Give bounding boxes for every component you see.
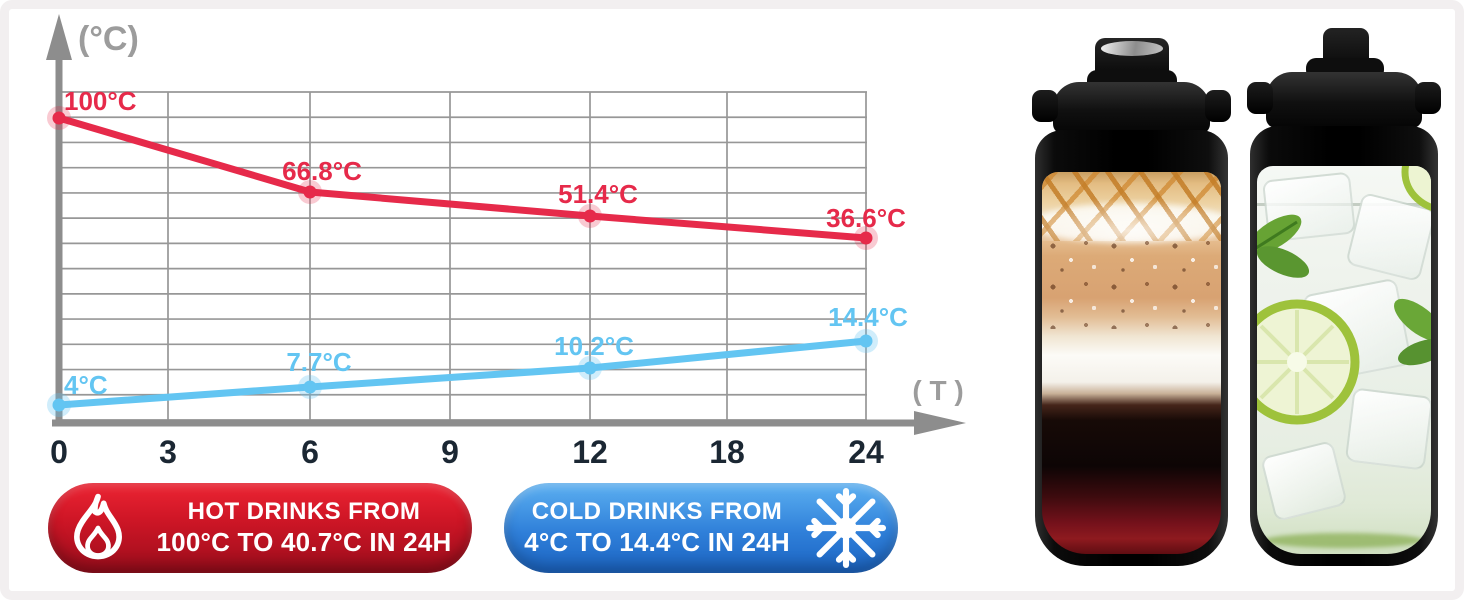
- data-point-label: 10.2°C: [554, 331, 634, 361]
- x-tick-label: 24: [848, 434, 884, 470]
- cap-handle-left: [1247, 82, 1273, 114]
- series-line: [55, 337, 870, 409]
- data-point: [859, 334, 873, 348]
- x-tick-label: 9: [441, 434, 459, 470]
- bottle-body: [1250, 126, 1438, 566]
- temperature-chart: (°C) ( T ) 0 3 6 9 12 18 24 100°C 66.8°C 51.4°C 36.6…: [46, 14, 966, 470]
- cold-badge-line2: 4°C TO 14.4°C IN 24H: [524, 526, 790, 557]
- x-axis-arrow: [914, 411, 966, 435]
- data-point: [303, 185, 317, 199]
- cap-handle-left: [1032, 90, 1058, 122]
- hot-badge-line2: 100°C TO 40.7°C IN 24H: [156, 526, 452, 557]
- bottle-cap: [1266, 72, 1422, 128]
- x-tick-label: 3: [159, 434, 177, 470]
- lime-wedge-icon: [1401, 166, 1431, 211]
- cold-badge-text: COLD DRINKS FROM 4°C TO 14.4°C IN 24H: [504, 498, 810, 558]
- series-line: [55, 114, 870, 242]
- data-point-label: 36.6°C: [826, 203, 906, 233]
- data-point-label: 7.7°C: [286, 347, 352, 377]
- hot-badge-line1: HOT DRINKS FROM: [187, 498, 421, 525]
- cap-handle-right: [1415, 82, 1441, 114]
- data-point: [583, 209, 597, 223]
- x-tick-label: 0: [50, 434, 68, 470]
- cold-drink-window: [1257, 166, 1431, 554]
- cold-badge-line1: COLD DRINKS FROM: [531, 498, 783, 525]
- cap-handle-right: [1205, 90, 1231, 122]
- temperature-chart-svg: (°C) ( T ) 0 3 6 9 12 18 24 100°C 66.8°C 51.4°C 36.6…: [46, 14, 966, 470]
- cold-drinks-badge: COLD DRINKS FROM 4°C TO 14.4°C IN 24H: [504, 483, 898, 573]
- caramel-drizzle: [1042, 172, 1221, 241]
- x-tick-label: 12: [572, 434, 608, 470]
- x-tick-label: 6: [301, 434, 319, 470]
- data-point-label: 14.4°C: [828, 302, 908, 332]
- data-point: [52, 398, 66, 412]
- hot-drinks-badge: HOT DRINKS FROM 100°C TO 40.7°C IN 24H: [48, 483, 472, 573]
- bottle-body: [1035, 130, 1228, 566]
- data-point-label: 51.4°C: [558, 179, 638, 209]
- hot-badge-text: HOT DRINKS FROM 100°C TO 40.7°C IN 24H: [136, 498, 472, 558]
- cold-drink-bottle: [1247, 28, 1441, 566]
- snowflake-icon: [805, 487, 887, 569]
- ice-cube: [1260, 440, 1348, 522]
- y-axis-arrow: [46, 14, 72, 60]
- lime-slice-icon: [1257, 299, 1360, 425]
- x-axis-label: ( T ): [912, 375, 963, 406]
- data-point: [859, 231, 873, 245]
- hot-drink-bottle: [1032, 36, 1231, 566]
- coffee-speckles: [1042, 236, 1221, 329]
- lime-peel-band: [1263, 533, 1425, 548]
- data-point: [52, 111, 66, 125]
- bottle-cap: [1053, 82, 1210, 134]
- data-point-label: 66.8°C: [282, 156, 362, 186]
- data-point-label: 4°C: [64, 370, 108, 400]
- y-axis-label: (°C): [78, 20, 139, 58]
- x-tick-label: 18: [709, 434, 745, 470]
- spout-steel-top: [1101, 41, 1163, 56]
- data-point: [583, 361, 597, 375]
- data-point: [303, 380, 317, 394]
- data-point-label: 100°C: [64, 86, 137, 116]
- flame-icon: [74, 493, 122, 560]
- hot-drink-window: [1042, 172, 1221, 554]
- mint-leaf-icon: [1394, 298, 1431, 366]
- mint-leaves-icon: [1257, 214, 1310, 278]
